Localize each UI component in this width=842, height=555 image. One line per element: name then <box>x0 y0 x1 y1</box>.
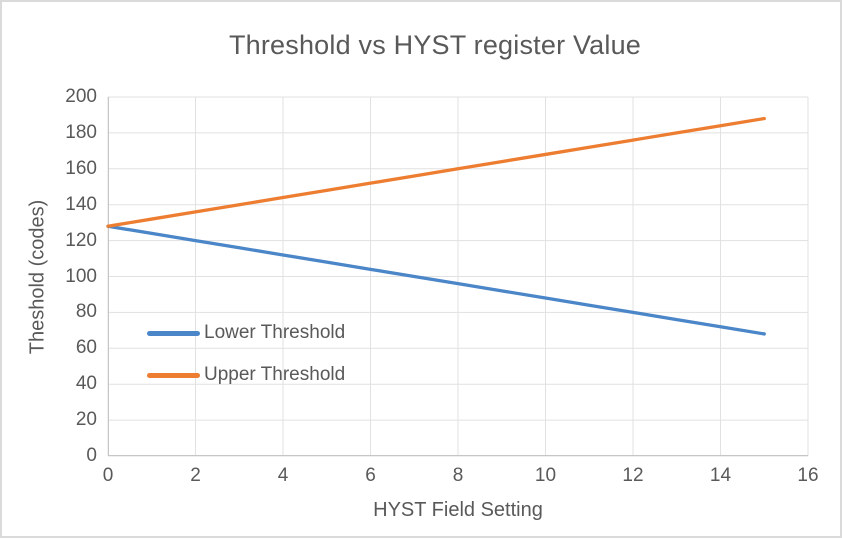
legend-item: Lower Threshold <box>147 312 345 354</box>
y-tick-label: 20 <box>75 409 97 431</box>
x-tick-label: 8 <box>452 465 464 486</box>
x-tick-label: 0 <box>102 465 114 486</box>
plot-area <box>106 96 809 457</box>
plot-svg <box>106 96 809 457</box>
x-tick-label: 2 <box>190 465 201 486</box>
x-tick-label: 10 <box>534 465 557 486</box>
legend-line-swatch <box>147 372 200 378</box>
y-tick-label: 0 <box>86 445 97 466</box>
x-tick-label: 14 <box>709 465 732 486</box>
y-tick-label: 80 <box>75 301 97 323</box>
x-tick-label: 12 <box>622 465 644 486</box>
y-tick-label: 180 <box>65 121 97 143</box>
y-tick-label: 160 <box>65 157 97 179</box>
y-tick-label: 100 <box>65 265 97 287</box>
y-tick-label: 200 <box>65 86 97 107</box>
y-tick-label: 120 <box>65 229 97 251</box>
y-tick-label: 60 <box>75 337 97 359</box>
legend-label: Lower Threshold <box>204 322 346 343</box>
legend-label: Upper Threshold <box>204 364 346 385</box>
x-tick-label: 4 <box>277 465 289 486</box>
legend: Lower Threshold Upper Threshold <box>147 312 345 396</box>
legend-line-swatch <box>147 330 200 336</box>
y-tick-label: 40 <box>75 373 97 395</box>
x-tick-label: 6 <box>365 465 376 486</box>
x-axis-title: HYST Field Setting <box>373 499 543 521</box>
chart-title: Threshold vs HYST register Value <box>228 30 642 60</box>
legend-item: Upper Threshold <box>147 354 345 396</box>
x-tick-label: 16 <box>797 465 819 486</box>
y-tick-label: 140 <box>65 193 97 215</box>
